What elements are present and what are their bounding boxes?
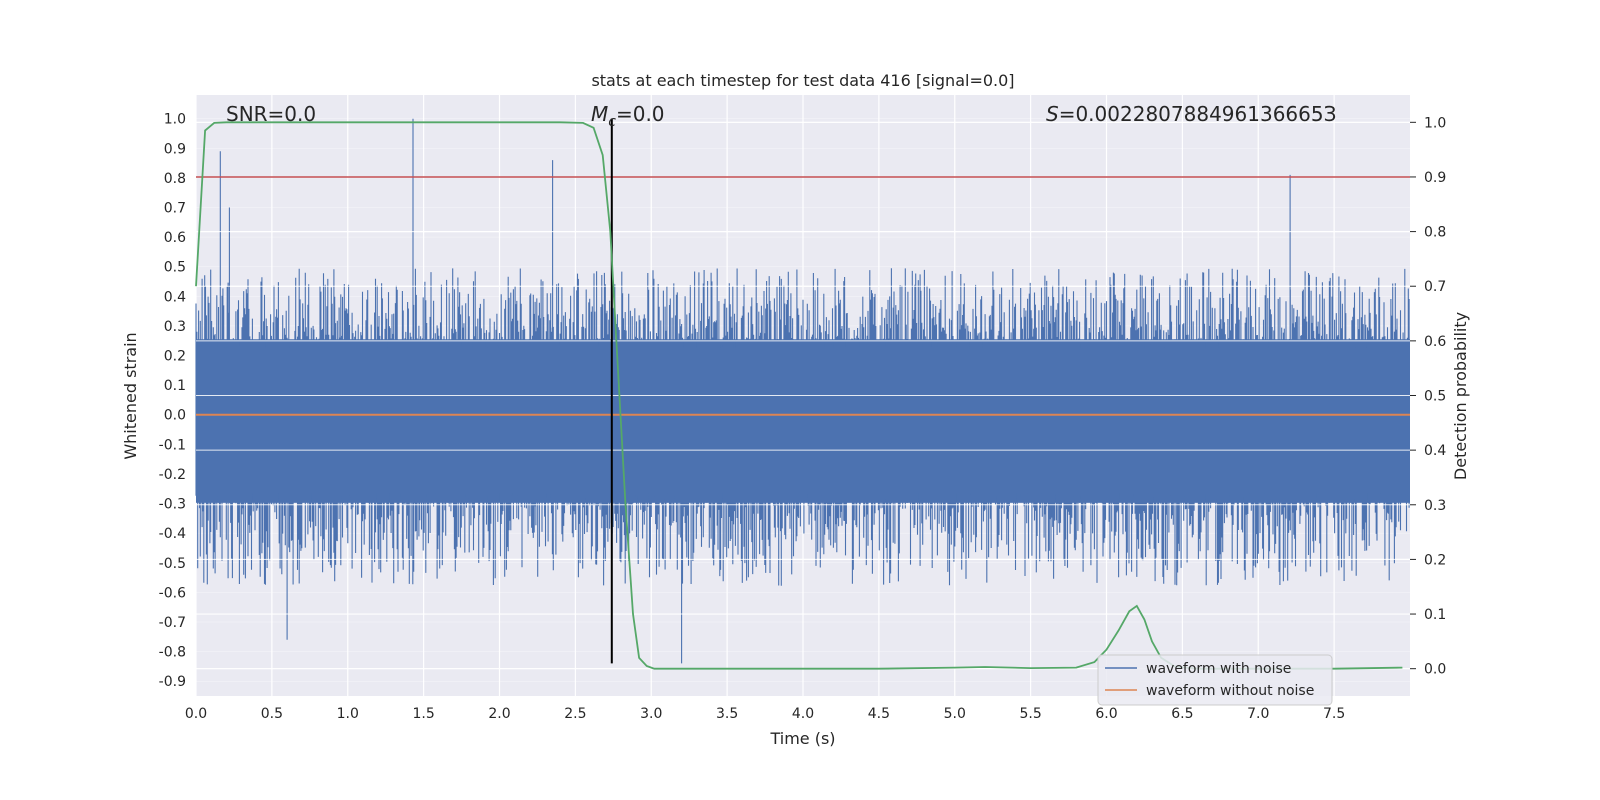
x-tick-label: 7.0 bbox=[1247, 706, 1269, 722]
y-tick-label: 0.9 bbox=[164, 141, 186, 157]
s-annotation: S=0.002280788496136665З bbox=[1046, 102, 1336, 126]
y-ticks: -0.9 -0.8 -0.7 -0.6 -0.5 -0.4 -0.3 -0.2 -0.1 0.0 0… bbox=[159, 112, 186, 691]
y-tick-label: 0.5 bbox=[164, 260, 186, 276]
x-tick-label: 2.5 bbox=[564, 706, 586, 722]
x-tick-label: 7.5 bbox=[1323, 706, 1345, 722]
x-tick-label: 4.5 bbox=[868, 706, 890, 722]
y2-axis-label: Detection probability bbox=[1451, 312, 1470, 480]
series-lines bbox=[195, 118, 1410, 670]
y2-tick-label: 0.9 bbox=[1424, 170, 1446, 186]
y2-tick-label: 1.0 bbox=[1424, 115, 1446, 131]
y-tick-label: -0.9 bbox=[159, 674, 186, 690]
y2-tick-label: 0.3 bbox=[1424, 498, 1446, 514]
y-tick-label: 0.0 bbox=[164, 408, 186, 424]
x-tick-label: 6.5 bbox=[1171, 706, 1193, 722]
x-tick-label: 1.5 bbox=[412, 706, 434, 722]
x-tick-label: 3.0 bbox=[640, 706, 662, 722]
y-tick-label: -0.1 bbox=[159, 437, 186, 453]
x-axis-label: Time (s) bbox=[769, 729, 835, 748]
y-tick-label: -0.8 bbox=[159, 645, 186, 661]
y-tick-label: -0.2 bbox=[159, 467, 186, 483]
y2-tick-label: 0.5 bbox=[1424, 389, 1446, 405]
x-tick-label: 1.0 bbox=[337, 706, 359, 722]
noise-trace bbox=[195, 118, 1410, 664]
y-tick-label: 1.0 bbox=[164, 112, 186, 128]
x-tick-label: 5.5 bbox=[1019, 706, 1041, 722]
legend: waveform with noise waveform without noi… bbox=[1097, 654, 1333, 706]
x-ticks: 0.0 0.5 1.0 1.5 2.0 2.5 3.0 3.5 4.0 4.5 5.0 5.5 6.0 6… bbox=[185, 706, 1345, 722]
chart-title: stats at each timestep for test data 416… bbox=[591, 71, 1014, 90]
x-tick-label: 3.5 bbox=[716, 706, 738, 722]
y2-tick-label: 0.2 bbox=[1424, 552, 1446, 568]
snr-annotation: SNR=0.0 bbox=[226, 102, 316, 126]
x-tick-label: 6.0 bbox=[1095, 706, 1117, 722]
y2-ticks: 0.0 0.1 0.2 0.3 0.4 0.5 0.6 0.7 0.8 0.9 1.0 bbox=[1410, 115, 1446, 678]
legend-box bbox=[1097, 654, 1333, 706]
y-tick-label: 0.1 bbox=[164, 378, 186, 394]
y2-tick-label: 0.6 bbox=[1424, 334, 1446, 350]
y2-tick-label: 0.0 bbox=[1424, 662, 1446, 678]
legend-label-noise: waveform with noise bbox=[1146, 661, 1291, 677]
y-tick-label: 0.2 bbox=[164, 349, 186, 365]
x-tick-label: 0.0 bbox=[185, 706, 207, 722]
x-tick-label: 4.0 bbox=[792, 706, 814, 722]
y2-tick-label: 0.7 bbox=[1424, 279, 1446, 295]
detection-probability-line bbox=[195, 121, 1403, 670]
x-tick-label: 2.0 bbox=[488, 706, 510, 722]
y-tick-label: 0.6 bbox=[164, 230, 186, 246]
y2-tick-label: 0.4 bbox=[1424, 443, 1446, 459]
x-tick-label: 5.0 bbox=[944, 706, 966, 722]
y-tick-label: -0.4 bbox=[159, 526, 186, 542]
mc-annotation: Mc=0.0 bbox=[591, 102, 665, 130]
legend-label-clean: waveform without noise bbox=[1146, 683, 1314, 699]
y2-tick-label: 0.8 bbox=[1424, 225, 1446, 241]
y2-tick-label: 0.1 bbox=[1424, 607, 1446, 623]
y-tick-label: -0.7 bbox=[159, 615, 186, 631]
y-tick-label: 0.8 bbox=[164, 171, 186, 187]
waveform-with-noise bbox=[195, 118, 1410, 670]
y-tick-label: 0.7 bbox=[164, 201, 186, 217]
y-tick-label: 0.4 bbox=[164, 289, 186, 305]
y-tick-label: -0.5 bbox=[159, 556, 186, 572]
y-axis-label: Whitened strain bbox=[121, 332, 140, 459]
y-tick-label: -0.3 bbox=[159, 497, 186, 513]
y-tick-label: -0.6 bbox=[159, 585, 186, 601]
y-tick-label: 0.3 bbox=[164, 319, 186, 335]
x-tick-label: 0.5 bbox=[261, 706, 283, 722]
